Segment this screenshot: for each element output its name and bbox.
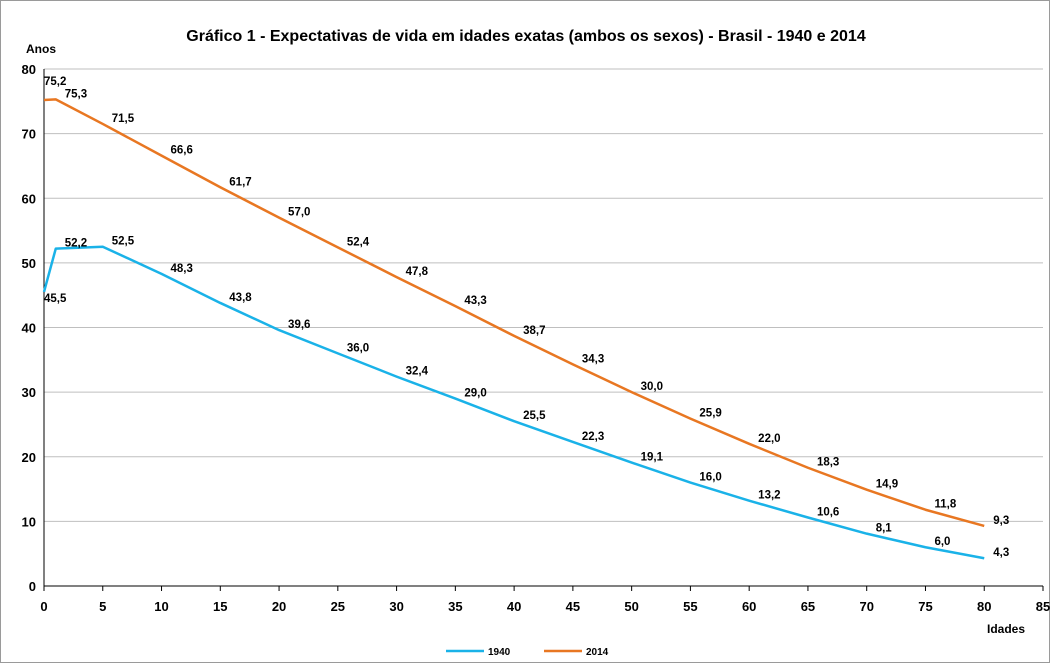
y-tick-label: 80 — [22, 62, 36, 77]
x-tick-label: 50 — [624, 599, 638, 614]
data-labels: 45,5 52,2 52,5 48,3 43,8 39,6 36,0 32,4 29,0 25,5… — [44, 76, 1009, 559]
x-tick-label: 55 — [683, 599, 697, 614]
data-label-1940: 36,0 — [347, 342, 369, 354]
data-label-1940: 19,1 — [641, 452, 664, 464]
y-tick-label: 0 — [29, 579, 36, 594]
x-tick-label: 80 — [977, 599, 991, 614]
data-label-2014: 14,9 — [876, 479, 898, 491]
y-tick-label: 60 — [22, 191, 36, 206]
x-tick-label: 75 — [918, 599, 932, 614]
axes: 0 10 20 30 40 50 60 70 80 0 5 10 15 20 25 30 35 40 45 50 55 6… — [22, 62, 1050, 614]
data-label-1940: 32,4 — [406, 366, 429, 378]
x-tick-label: 85 — [1036, 599, 1050, 614]
series-line-2014 — [43, 98, 985, 528]
data-label-1940: 48,3 — [171, 263, 193, 275]
x-tick-label: 70 — [859, 599, 873, 614]
data-label-1940: 25,5 — [523, 410, 546, 422]
data-label-2014: 61,7 — [229, 176, 251, 188]
data-label-1940: 10,6 — [817, 506, 839, 518]
y-tick-label: 50 — [22, 256, 36, 271]
series-line-1940 — [42, 245, 985, 560]
data-label-2014: 66,6 — [171, 145, 193, 157]
gridlines — [44, 68, 1043, 522]
data-label-2014: 25,9 — [699, 408, 721, 420]
data-label-1940: 39,6 — [288, 319, 310, 331]
data-label-2014: 22,0 — [758, 433, 780, 445]
x-tick-label: 65 — [801, 599, 815, 614]
data-label-2014: 75,3 — [65, 88, 87, 100]
x-axis-title: Idades — [987, 622, 1025, 636]
x-tick-label: 5 — [99, 599, 106, 614]
x-tick-label: 40 — [507, 599, 521, 614]
data-label-1940: 4,3 — [993, 547, 1009, 559]
data-label-2014: 71,5 — [112, 113, 135, 125]
data-label-1940: 16,0 — [699, 472, 721, 484]
y-tick-label: 30 — [22, 385, 36, 400]
x-tick-label: 0 — [40, 599, 47, 614]
x-tick-label: 10 — [154, 599, 168, 614]
data-label-2014: 47,8 — [406, 266, 429, 278]
legend-label-1940: 1940 — [488, 647, 511, 658]
x-tick-label: 60 — [742, 599, 756, 614]
data-label-2014: 57,0 — [288, 207, 310, 219]
x-tick-label: 30 — [389, 599, 403, 614]
data-label-2014: 38,7 — [523, 325, 545, 337]
y-tick-label: 70 — [22, 127, 36, 142]
data-label-2014: 34,3 — [582, 353, 604, 365]
x-tick-label: 35 — [448, 599, 462, 614]
data-label-1940: 22,3 — [582, 431, 604, 443]
data-label-2014: 9,3 — [993, 515, 1009, 527]
data-label-1940: 8,1 — [876, 523, 893, 535]
series-lines — [42, 98, 985, 560]
data-label-1940: 6,0 — [934, 536, 950, 548]
data-label-2014: 30,0 — [641, 381, 663, 393]
y-tick-label: 40 — [22, 321, 36, 336]
data-label-2014: 75,2 — [44, 76, 66, 88]
data-label-2014: 18,3 — [817, 457, 839, 469]
data-label-2014: 43,3 — [464, 295, 486, 307]
data-label-2014: 52,4 — [347, 236, 370, 248]
y-tick-label: 10 — [22, 514, 36, 529]
data-label-1940: 45,5 — [44, 293, 67, 305]
x-tick-label: 25 — [331, 599, 345, 614]
data-label-1940: 13,2 — [758, 490, 780, 502]
data-label-1940: 52,2 — [65, 238, 87, 250]
y-axis-title: Anos — [26, 42, 56, 56]
x-tick-label: 20 — [272, 599, 286, 614]
chart-title: Gráfico 1 - Expectativas de vida em idad… — [186, 28, 866, 45]
data-label-2014: 11,8 — [934, 499, 956, 511]
data-label-1940: 52,5 — [112, 236, 135, 248]
data-label-1940: 43,8 — [229, 292, 252, 304]
x-tick-label: 15 — [213, 599, 227, 614]
data-label-1940: 29,0 — [464, 388, 486, 400]
legend: 1940 2014 — [446, 647, 609, 658]
legend-label-2014: 2014 — [586, 647, 609, 658]
y-tick-label: 20 — [22, 450, 36, 465]
x-tick-label: 45 — [566, 599, 580, 614]
